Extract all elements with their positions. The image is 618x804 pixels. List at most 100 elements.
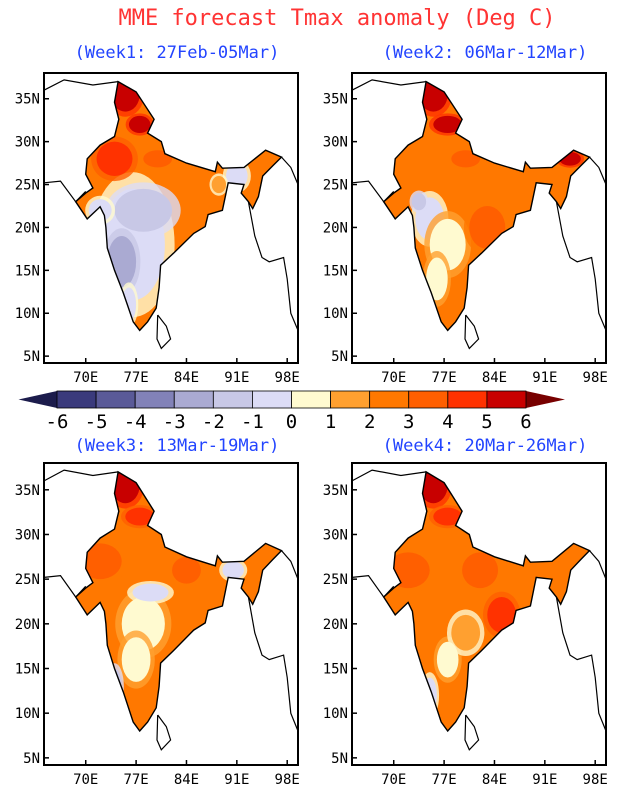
anomaly-patch — [436, 641, 459, 678]
colorbar-label: -4 — [124, 411, 147, 433]
colorbar-label: 1 — [325, 411, 336, 433]
y-tick-label: 5N — [23, 349, 40, 365]
y-tick-label: 35N — [323, 483, 348, 499]
map-panel-week2: (Week2: 06Mar-12Mar) 70E 77E 84E 91E 98E 5N 10N… — [323, 43, 608, 386]
anomaly-patch — [226, 163, 248, 189]
map-panel-week1: (Week1: 27Feb-05Mar) 70E 77E 84E 91E 98E 5N 10N… — [15, 43, 300, 386]
anomaly-patch — [451, 614, 481, 651]
x-tick-label: 84E — [482, 370, 507, 386]
anomaly-field — [383, 471, 590, 731]
anomaly-patch — [211, 175, 227, 194]
anomaly-patch — [433, 507, 463, 526]
y-tick-label: 15N — [323, 263, 348, 279]
colorbar-cell — [134, 390, 175, 409]
coastline — [43, 574, 87, 598]
anomaly-patch — [132, 583, 169, 602]
anomaly-patch — [469, 205, 506, 249]
y-tick-label: 25N — [15, 572, 40, 588]
x-tick-label: 77E — [431, 772, 456, 788]
coastline — [351, 79, 427, 91]
y-tick-label: 25N — [323, 572, 348, 588]
colorbar-cell — [173, 390, 214, 409]
anomaly-patch — [128, 115, 151, 134]
y-tick-label: 30N — [323, 527, 348, 543]
coastline — [555, 201, 607, 331]
anomaly-patch — [451, 150, 481, 168]
map-frame — [43, 462, 299, 766]
x-tick-label: 70E — [73, 370, 98, 386]
coastline — [464, 714, 480, 751]
panel-title: (Week3: 13Mar-19Mar) — [75, 436, 280, 456]
coastline — [156, 314, 172, 350]
panel-title: (Week4: 20Mar-26Mar) — [383, 436, 588, 456]
x-tick-label: 91E — [224, 370, 249, 386]
y-tick-label: 10N — [323, 306, 348, 322]
colorbar-label: -1 — [241, 411, 264, 433]
coastline — [464, 314, 480, 350]
colorbar-cell — [330, 390, 371, 409]
x-tick-label: 91E — [532, 772, 557, 788]
x-tick-label: 70E — [73, 772, 98, 788]
map-panel-week3: (Week3: 13Mar-19Mar) 70E 77E 84E 91E 98E 5N 10N… — [15, 436, 300, 788]
y-tick-label: 5N — [23, 751, 40, 767]
india-outline — [382, 470, 591, 733]
colorbar-cell — [95, 390, 136, 409]
y-tick-label: 20N — [323, 617, 348, 633]
x-tick-label: 98E — [275, 772, 300, 788]
y-tick-label: 20N — [15, 617, 40, 633]
colorbar-cell — [56, 390, 97, 409]
colorbar-cell — [447, 390, 488, 409]
coastline — [247, 596, 299, 732]
y-tick-label: 10N — [15, 306, 40, 322]
colorbar-cell — [212, 390, 253, 409]
anomaly-field — [383, 81, 590, 331]
map-frame — [351, 72, 607, 364]
y-tick-label: 35N — [15, 92, 40, 108]
coastline — [351, 574, 395, 598]
coastline — [555, 596, 607, 732]
colorbar-label: 3 — [403, 411, 414, 433]
anomaly-field — [75, 471, 282, 731]
colorbar-cell — [408, 390, 449, 409]
y-tick-label: 30N — [323, 135, 348, 151]
y-tick-label: 20N — [15, 220, 40, 236]
x-tick-label: 98E — [583, 772, 608, 788]
anomaly-patch — [78, 543, 122, 580]
anomaly-patch — [386, 552, 430, 589]
anomaly-patch — [172, 556, 201, 584]
anomaly-patch — [121, 637, 151, 682]
colorbar-below-triangle — [18, 391, 57, 408]
x-tick-label: 77E — [123, 772, 148, 788]
main-title: MME forecast Tmax anomaly (Deg C) — [118, 6, 555, 31]
map-panel-week4: (Week4: 20Mar-26Mar) 70E 77E 84E 91E 98E 5N 10N… — [323, 436, 608, 788]
colorbar-label: -6 — [46, 411, 69, 433]
y-tick-label: 15N — [15, 662, 40, 678]
colorbar-label: 6 — [520, 411, 531, 433]
x-tick-label: 98E — [275, 370, 300, 386]
y-tick-label: 20N — [323, 220, 348, 236]
x-tick-label: 84E — [174, 370, 199, 386]
y-tick-label: 10N — [15, 706, 40, 722]
x-tick-label: 70E — [381, 772, 406, 788]
coastline — [43, 79, 119, 91]
x-tick-label: 70E — [381, 370, 406, 386]
colorbar-above-triangle — [526, 391, 565, 408]
x-tick-label: 77E — [431, 370, 456, 386]
x-tick-label: 91E — [224, 772, 249, 788]
colorbar-label: 4 — [442, 411, 453, 433]
map-frame — [43, 72, 299, 364]
anomaly-patch — [114, 188, 173, 232]
x-tick-label: 84E — [174, 772, 199, 788]
x-tick-label: 84E — [482, 772, 507, 788]
coastline — [589, 156, 607, 185]
y-tick-label: 35N — [15, 483, 40, 499]
colorbar-label: -5 — [85, 411, 108, 433]
x-tick-label: 77E — [123, 370, 148, 386]
colorbar-cell — [252, 390, 292, 409]
colorbar-cell — [369, 390, 410, 409]
map-frame — [351, 462, 607, 766]
coastline — [351, 469, 427, 482]
y-tick-label: 30N — [15, 135, 40, 151]
anomaly-patch — [143, 150, 173, 168]
